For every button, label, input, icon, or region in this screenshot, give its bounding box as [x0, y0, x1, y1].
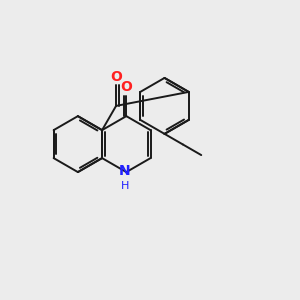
Text: O: O [120, 80, 132, 94]
Text: H: H [121, 181, 129, 191]
Text: O: O [110, 70, 122, 84]
Text: N: N [119, 164, 131, 178]
